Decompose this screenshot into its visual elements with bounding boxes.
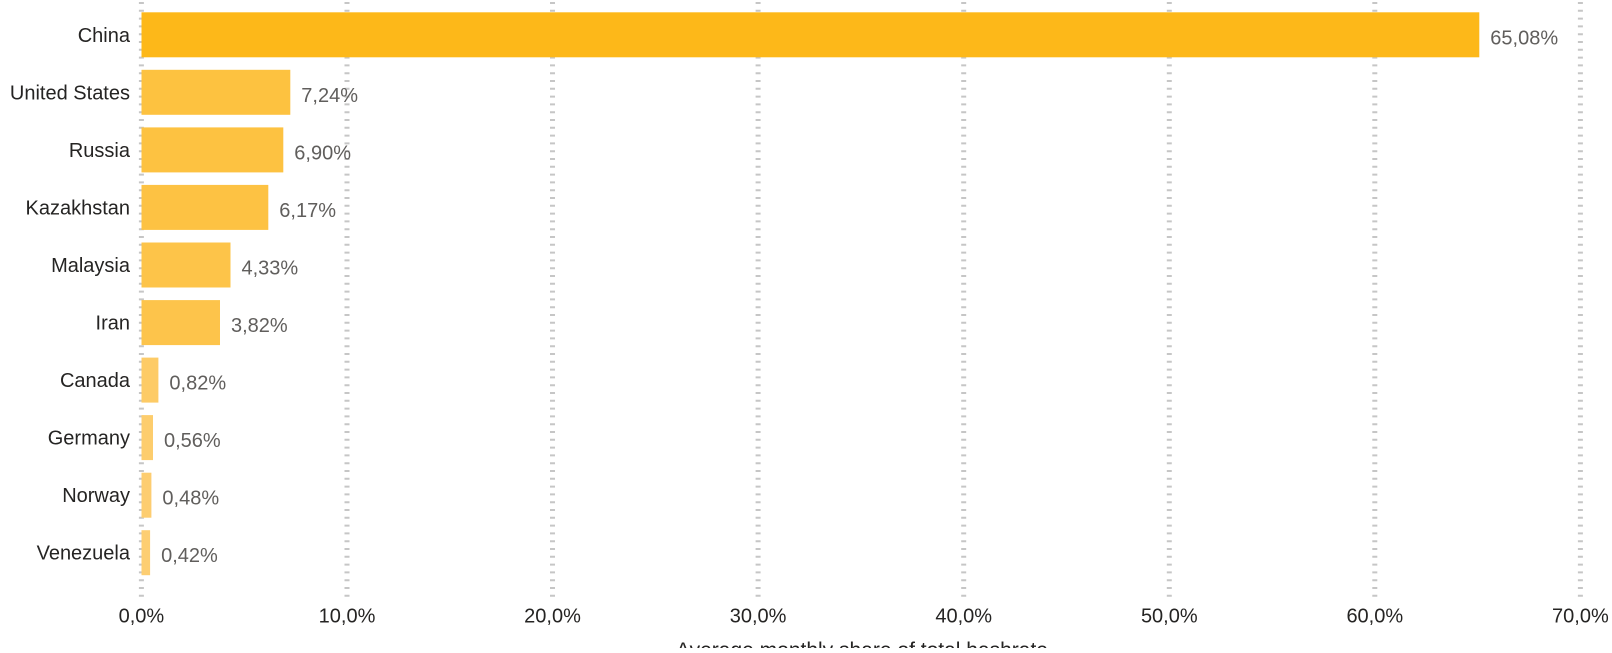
svg-text:70,0%: 70,0% [1552,606,1609,628]
svg-text:0,56%: 0,56% [164,430,221,452]
svg-text:6,90%: 6,90% [294,142,351,164]
svg-text:Canada: Canada [60,370,131,392]
svg-text:0,0%: 0,0% [119,606,165,628]
svg-text:China: China [78,25,131,47]
svg-text:Kazakhstan: Kazakhstan [25,197,130,219]
svg-text:Iran: Iran [96,313,130,335]
svg-text:United States: United States [10,82,130,104]
svg-text:60,0%: 60,0% [1346,606,1403,628]
svg-text:6,17%: 6,17% [279,200,336,222]
svg-text:40,0%: 40,0% [935,606,992,628]
svg-text:0,48%: 0,48% [162,488,219,510]
svg-text:20,0%: 20,0% [524,606,581,628]
svg-text:7,24%: 7,24% [301,85,358,107]
svg-text:50,0%: 50,0% [1141,606,1198,628]
svg-text:30,0%: 30,0% [730,606,787,628]
svg-text:Malaysia: Malaysia [51,255,131,277]
svg-text:Venezuela: Venezuela [37,543,131,565]
svg-text:65,08%: 65,08% [1490,27,1558,49]
svg-text:Germany: Germany [48,428,130,450]
svg-text:Average monthly share of total: Average monthly share of total hashrate [676,639,1048,648]
svg-text:3,82%: 3,82% [231,315,288,337]
svg-text:0,82%: 0,82% [169,373,226,395]
svg-text:0,42%: 0,42% [161,545,218,567]
svg-text:Norway: Norway [62,485,130,507]
svg-text:Russia: Russia [69,140,131,162]
svg-text:10,0%: 10,0% [319,606,376,628]
svg-text:4,33%: 4,33% [242,258,299,280]
